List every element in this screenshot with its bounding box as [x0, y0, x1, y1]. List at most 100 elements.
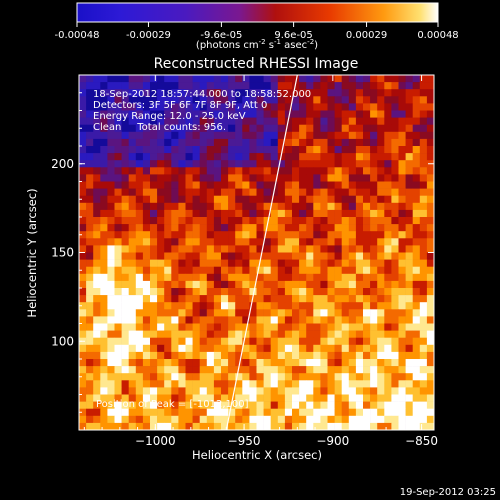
heatmap-cell — [121, 146, 129, 154]
heatmap-cell — [348, 337, 357, 346]
heatmap-cell — [363, 174, 371, 182]
heatmap-cell — [121, 316, 129, 324]
heatmap-cell — [93, 408, 101, 417]
heatmap-cell — [334, 124, 342, 133]
heatmap-cell — [363, 117, 371, 125]
heatmap-cell — [86, 103, 94, 111]
heatmap-cell — [313, 295, 321, 303]
heatmap-cell — [221, 373, 229, 381]
heatmap-cell — [107, 273, 115, 282]
heatmap-cell — [135, 117, 144, 125]
heatmap-cell — [277, 89, 286, 97]
heatmap-cell — [171, 195, 179, 204]
heatmap-cell — [391, 167, 399, 175]
heatmap-cell — [178, 295, 186, 303]
heatmap-cell — [199, 273, 208, 282]
heatmap-cell — [355, 245, 364, 253]
heatmap-cell — [334, 273, 342, 282]
heatmap-cell — [327, 295, 335, 303]
heatmap-cell — [348, 394, 357, 402]
heatmap-cell — [277, 188, 286, 196]
heatmap-cell — [391, 422, 399, 430]
heatmap-cell — [320, 167, 328, 175]
heatmap-cell — [405, 366, 413, 374]
heatmap-cell — [213, 153, 222, 161]
heatmap-cell — [398, 373, 406, 381]
heatmap-cell — [242, 181, 250, 189]
heatmap-cell — [121, 238, 129, 246]
heatmap-cell — [327, 138, 335, 147]
heatmap-cell — [206, 337, 215, 346]
heatmap-cell — [249, 387, 257, 395]
heatmap-cell — [384, 330, 392, 338]
heatmap-cell — [86, 195, 94, 204]
heatmap-cell — [405, 238, 413, 246]
heatmap-cell — [263, 209, 271, 218]
heatmap-cell — [114, 373, 122, 381]
heatmap-cell — [426, 181, 434, 189]
heatmap-cell — [100, 344, 108, 353]
heatmap-cell — [384, 273, 392, 282]
heatmap-cell — [355, 160, 364, 168]
heatmap-cell — [178, 408, 186, 417]
heatmap-cell — [86, 330, 94, 338]
heatmap-cell — [277, 408, 286, 417]
heatmap-cell — [93, 195, 101, 204]
heatmap-cell — [221, 167, 229, 175]
heatmap-cell — [93, 181, 101, 189]
heatmap-cell — [228, 188, 236, 196]
heatmap-cell — [263, 295, 271, 303]
annotation-energy-range: Energy Range: 12.0 - 25.0 keV — [93, 111, 246, 122]
colorbar-tick-label: -0.00029 — [126, 30, 171, 41]
heatmap-cell — [412, 245, 421, 253]
heatmap-cell — [299, 380, 307, 388]
heatmap-cell — [320, 316, 328, 324]
heatmap-cell — [256, 231, 264, 239]
heatmap-cell — [100, 103, 108, 111]
heatmap-cell — [405, 373, 413, 381]
heatmap-cell — [405, 273, 413, 282]
heatmap-cell — [79, 422, 87, 430]
heatmap-cell — [391, 387, 399, 395]
heatmap-cell — [384, 408, 392, 417]
heatmap-cell — [377, 330, 385, 338]
heatmap-cell — [398, 238, 406, 246]
heatmap-cell — [164, 75, 172, 83]
heatmap-cell — [185, 146, 193, 154]
heatmap-cell — [263, 401, 271, 409]
heatmap-cell — [299, 373, 307, 381]
heatmap-cell — [121, 110, 129, 118]
heatmap-cell — [292, 167, 300, 175]
heatmap-cell — [313, 316, 321, 324]
heatmap-cell — [221, 259, 229, 267]
heatmap-cell — [178, 188, 186, 196]
heatmap-cell — [242, 280, 250, 289]
heatmap-cell — [284, 280, 293, 289]
heatmap-cell — [178, 131, 186, 140]
heatmap-cell — [107, 323, 115, 331]
heatmap-cell — [164, 188, 172, 196]
heatmap-cell — [327, 202, 335, 211]
heatmap-cell — [171, 202, 179, 211]
heatmap-cell — [320, 330, 328, 338]
heatmap-cell — [192, 195, 200, 204]
heatmap-cell — [263, 344, 271, 353]
heatmap-cell — [355, 351, 364, 360]
heatmap-cell — [135, 309, 144, 317]
heatmap-cell — [384, 309, 392, 317]
heatmap-cell — [107, 89, 115, 97]
heatmap-cell — [79, 351, 87, 360]
heatmap-cell — [86, 75, 94, 83]
heatmap-cell — [341, 401, 350, 409]
heatmap-cell — [150, 153, 158, 161]
heatmap-cell — [327, 153, 335, 161]
heatmap-cell — [284, 224, 293, 232]
heatmap-cell — [334, 89, 342, 97]
heatmap-cell — [419, 259, 428, 267]
heatmap-cell — [150, 245, 158, 253]
colorbar-units: (photons cm-2 s-1 asec-2) — [196, 38, 318, 51]
heatmap-cell — [391, 401, 399, 409]
heatmap-cell — [235, 401, 243, 409]
heatmap-cell — [348, 195, 357, 204]
heatmap-cell — [398, 302, 406, 310]
